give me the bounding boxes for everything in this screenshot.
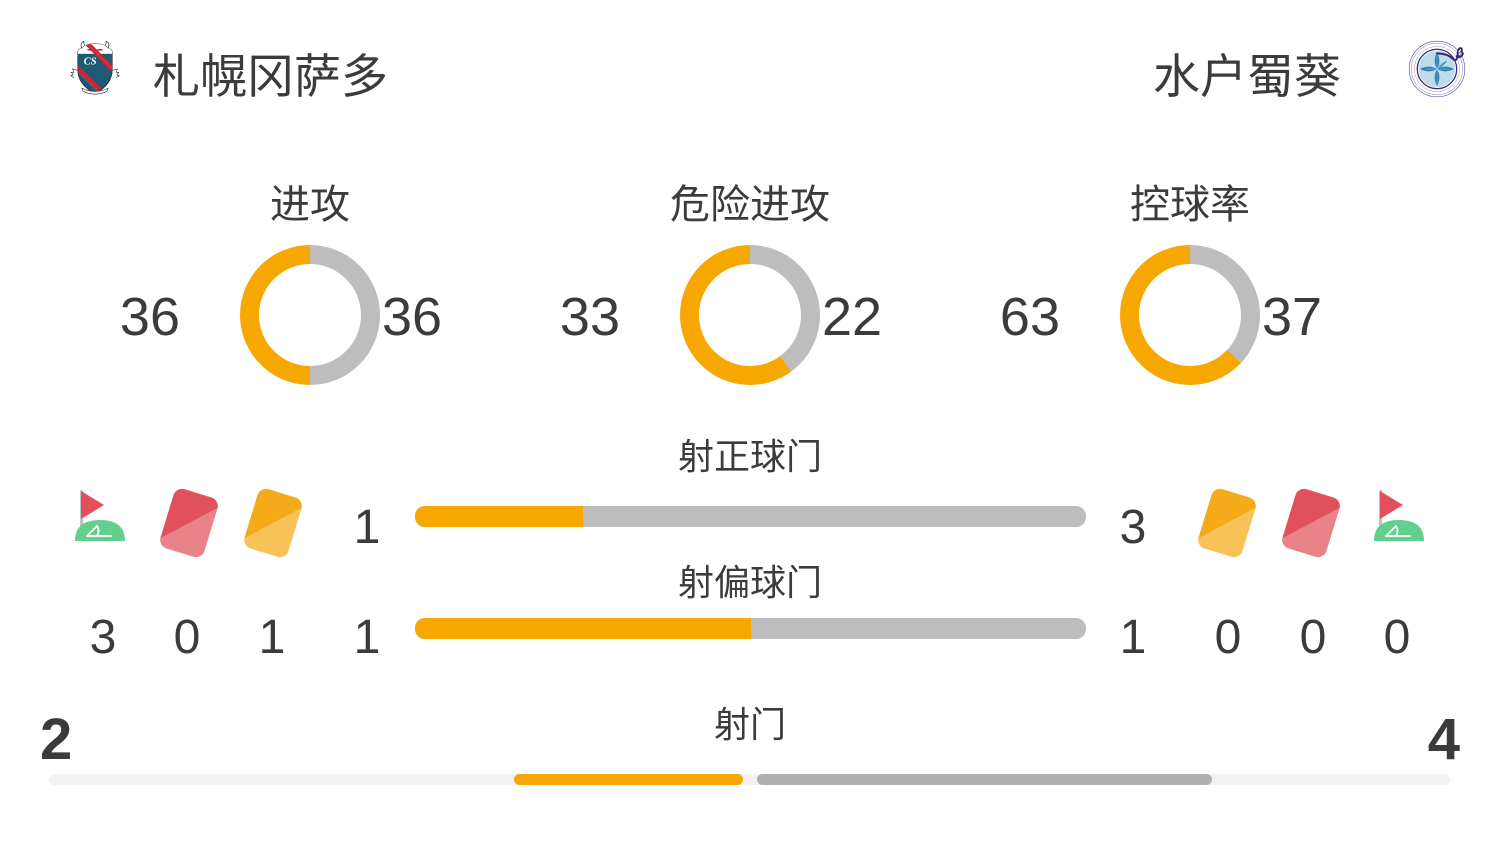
svg-text:CS: CS: [84, 56, 97, 67]
